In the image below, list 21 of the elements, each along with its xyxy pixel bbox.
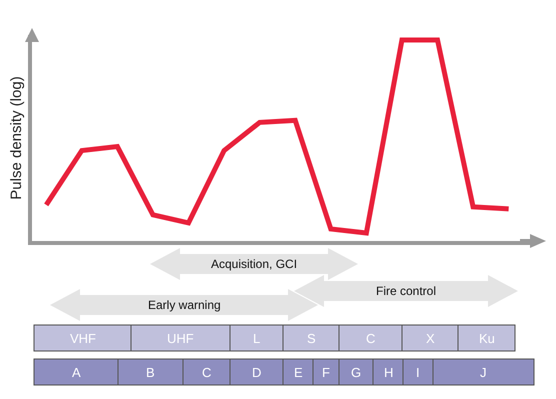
text: VHF: [70, 331, 96, 346]
text: E: [294, 365, 303, 380]
text: Acquisition, GCI: [211, 257, 298, 271]
text: G: [351, 365, 362, 380]
text: C: [366, 331, 376, 346]
text: D: [252, 365, 262, 380]
text: I: [416, 365, 420, 380]
text: X: [426, 331, 435, 346]
text: S: [307, 331, 316, 346]
text: Fire control: [376, 284, 436, 298]
text: H: [384, 365, 394, 380]
text: J: [480, 365, 486, 380]
text: UHF: [167, 331, 194, 346]
text: A: [72, 365, 81, 380]
text: F: [322, 365, 330, 380]
text: C: [202, 365, 212, 380]
y-axis-title: Pulse density (log): [8, 76, 25, 200]
text: Early warning: [148, 298, 221, 312]
text: L: [253, 331, 260, 346]
text: Ku: [479, 331, 495, 346]
text: B: [146, 365, 155, 380]
